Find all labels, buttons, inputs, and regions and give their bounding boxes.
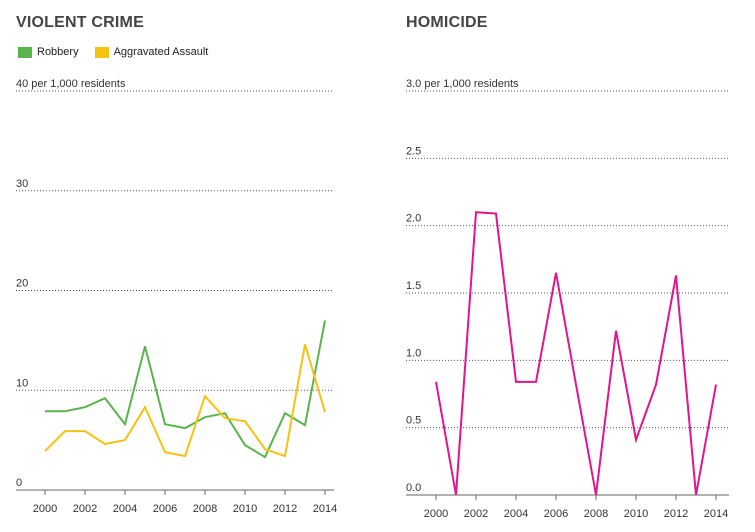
violent-crime-x-tick-label: 2004 [113,503,137,515]
violent-crime-x-tick-label: 2000 [33,503,57,515]
homicide-chart: 0.0 0.5 1.0 1.5 2.0 2.5 3.0 per 1,000 resident… [395,0,755,532]
homicide-x-tick-label: 2002 [464,508,488,520]
violent-crime-chart: 0 10 20 30 40 per 1,000 residents 2000 2002 200… [0,0,370,532]
violent-crime-x-tick-label: 2006 [153,503,177,515]
violent-crime-y-tick-label: 30 [16,178,28,190]
aggravated-assault-swatch [94,46,109,58]
homicide-x-tick-label: 2006 [544,508,568,520]
violent-crime-x-tick-label: 2010 [233,503,257,515]
violent-crime-y-tick-label: 40 per 1,000 residents [16,78,126,90]
violent-crime-legend: Robbery Aggravated Assault [18,46,208,58]
homicide-x-tick-label: 2014 [704,508,728,520]
homicide-title: HOMICIDE [406,14,488,31]
violent-crime-x-tick-label: 2002 [73,503,97,515]
homicide-y-tick-label: 3.0 per 1,000 residents [406,78,519,90]
homicide-y-tick-label: 1.5 [406,280,421,292]
homicide-y-tick-label: 1.0 [406,347,421,359]
violent-crime-y-tick-label: 10 [16,377,28,389]
violent-crime-y-tick-label: 0 [16,477,22,489]
violent-crime-plot: 0 10 20 30 40 per 1,000 residents 2000 2002 200… [16,78,337,515]
homicide-x-tick-label: 2004 [504,508,528,520]
violent-crime-title: VIOLENT CRIME [16,14,144,31]
homicide-y-tick-label: 0.5 [406,415,421,427]
homicide-x-tick-label: 2010 [624,508,648,520]
homicide-x-tick-label: 2008 [584,508,608,520]
violent-crime-x-tick-label: 2012 [273,503,297,515]
robbery-series-line [45,320,326,459]
robbery-legend-label: Robbery [37,46,79,58]
homicide-series-line [435,211,717,496]
violent-crime-x-tick-label: 2014 [313,503,337,515]
legend-item-aggravated-assault: Aggravated Assault [94,46,209,58]
homicide-plot: 0.0 0.5 1.0 1.5 2.0 2.5 3.0 per 1,000 resident… [406,78,729,520]
violent-crime-x-tick-label: 2008 [193,503,217,515]
violent-crime-y-tick-label: 20 [16,278,28,290]
aggravated-assault-legend-label: Aggravated Assault [113,46,209,58]
aggravated-assault-series-line [44,344,326,458]
homicide-y-tick-label: 2.0 [406,213,421,225]
homicide-x-tick-label: 2000 [424,508,448,520]
homicide-y-tick-label: 0.0 [406,482,421,494]
homicide-x-tick-label: 2012 [664,508,688,520]
legend-item-robbery: Robbery [18,46,79,58]
homicide-y-tick-label: 2.5 [406,145,421,157]
robbery-swatch [18,46,32,58]
